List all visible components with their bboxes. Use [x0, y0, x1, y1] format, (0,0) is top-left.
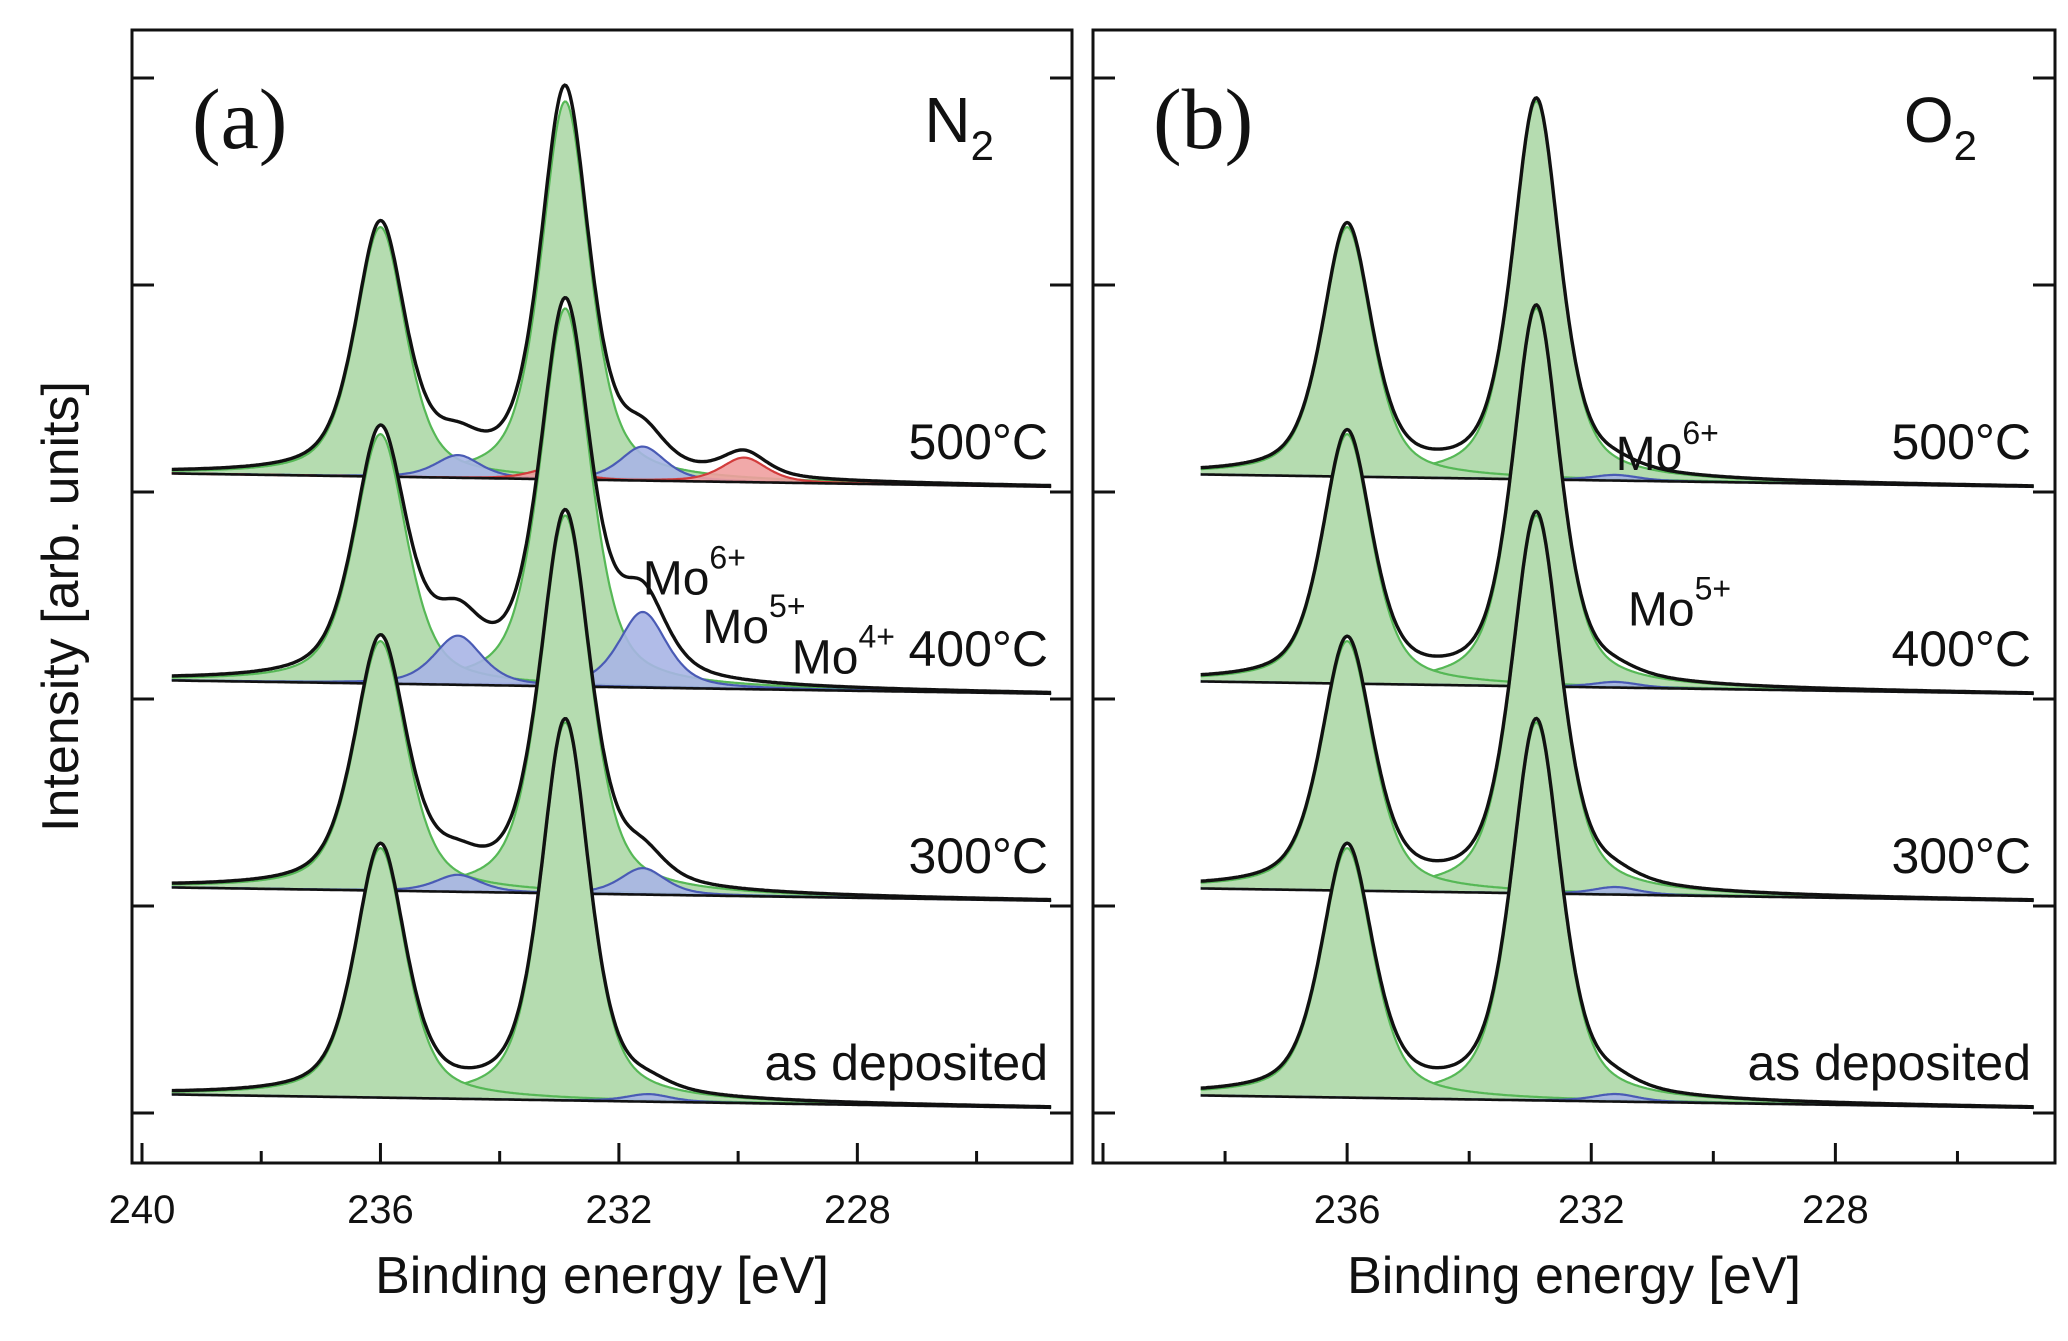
component-fill-mo5plus: [171, 612, 1052, 694]
plot-frame: [130, 28, 1074, 1165]
spectrum-label: 300°C: [1891, 828, 2031, 884]
component-fill-mo6plus: [1200, 641, 2034, 901]
spectrum-envelope: [1200, 96, 2034, 488]
x-tick-label: 240: [109, 1188, 176, 1232]
spectrum-envelope: [171, 83, 1052, 488]
y-axis-title: Intensity [arb. units]: [32, 381, 90, 832]
gas-label-base: N: [924, 84, 970, 156]
panel-a: 240 236 232 228 Binding energy [eV] Intensity…: [32, 28, 1074, 1305]
spectrum-as-deposited: as deposited: [171, 716, 1052, 1110]
species-label-base: Mo: [643, 552, 710, 605]
component-fill-mo6plus: [1200, 434, 2034, 694]
spectrum-label: 400°C: [908, 621, 1048, 677]
spectrum-envelope: [1200, 716, 2034, 1109]
panel-label: (b): [1153, 71, 1253, 167]
spectrum-baseline: [171, 472, 1052, 489]
spectrum-label: 400°C: [1891, 621, 2031, 677]
spectrum-label: as deposited: [764, 1035, 1048, 1091]
species-label-charge: 6+: [1682, 415, 1718, 451]
component-fill-mo6plus: [1200, 848, 2034, 1108]
spectrum-400-c: 400°C: [171, 296, 1052, 696]
gas-label-base: O: [1904, 84, 1954, 156]
spectrum-envelope: [1200, 303, 2034, 695]
spectrum-label: 500°C: [1891, 414, 2031, 470]
species-label: Mo5+: [1628, 571, 1731, 637]
spectrum-envelope: [171, 507, 1052, 902]
species-label-charge: 4+: [858, 618, 894, 654]
component-fill-mo6plus: [171, 434, 1052, 694]
x-tick-label: 236: [347, 1188, 414, 1232]
spectrum-baseline: [1200, 1094, 2034, 1110]
species-label-base: Mo: [1616, 428, 1683, 481]
spectrum-label: 500°C: [908, 414, 1048, 470]
spectrum-500-c: 500°C: [1200, 96, 2034, 489]
component-fill-mo6plus: [171, 848, 1052, 1108]
species-label-charge: 6+: [709, 539, 745, 575]
x-axis-title: Binding energy [eV]: [375, 1247, 829, 1305]
spectrum-envelope: [171, 716, 1052, 1109]
spectrum-label: as deposited: [1747, 1035, 2031, 1091]
spectrum-500-c: 500°C: [171, 83, 1052, 489]
x-tick-label: 232: [586, 1188, 653, 1232]
component-fill-mo6plus: [171, 641, 1052, 901]
x-tick-label: 236: [1314, 1188, 1381, 1232]
x-tick-label: 228: [824, 1188, 891, 1232]
spectrum-400-c: 400°C: [1200, 303, 2034, 696]
species-label-base: Mo: [792, 631, 859, 684]
species-label-charge: 5+: [769, 588, 805, 624]
species-label: Mo6+: [1616, 415, 1719, 481]
component-fill-mo6plus: [171, 515, 1052, 901]
component-fill-mo6plus: [171, 308, 1052, 694]
spectrum-envelope: [171, 296, 1052, 695]
component-fill-mo6plus: [171, 722, 1052, 1108]
x-tick-label: 232: [1558, 1188, 1625, 1232]
gas-label-subscript: 2: [971, 122, 994, 169]
component-fill-mo6plus: [1200, 227, 2034, 487]
gas-label-subscript: 2: [1954, 122, 1977, 169]
spectrum-baseline: [171, 1093, 1052, 1110]
spectrum-label: 300°C: [908, 828, 1048, 884]
species-label: Mo4+: [792, 618, 895, 684]
component-fill-mo6plus: [171, 101, 1052, 487]
spectrum-baseline: [171, 679, 1052, 696]
x-axis-title: Binding energy [eV]: [1347, 1247, 1801, 1305]
species-label: Mo6+: [643, 539, 746, 605]
spectrum-300-c: 300°C: [171, 507, 1052, 903]
plot-frame: [1091, 28, 2057, 1165]
species-label: Mo5+: [702, 588, 805, 654]
panel-label: (a): [192, 71, 287, 167]
species-label-base: Mo: [702, 601, 769, 654]
species-label-base: Mo: [1628, 584, 1695, 637]
component-fill-mo6plus: [171, 227, 1052, 487]
x-tick-label: 228: [1802, 1188, 1869, 1232]
spectrum-baseline: [171, 886, 1052, 903]
spectrum-envelope: [1200, 509, 2034, 902]
gas-label: N2: [924, 84, 994, 169]
spectrum-as-deposited: as deposited: [1200, 716, 2034, 1110]
gas-label: O2: [1904, 84, 1977, 169]
species-label-charge: 5+: [1695, 571, 1731, 607]
